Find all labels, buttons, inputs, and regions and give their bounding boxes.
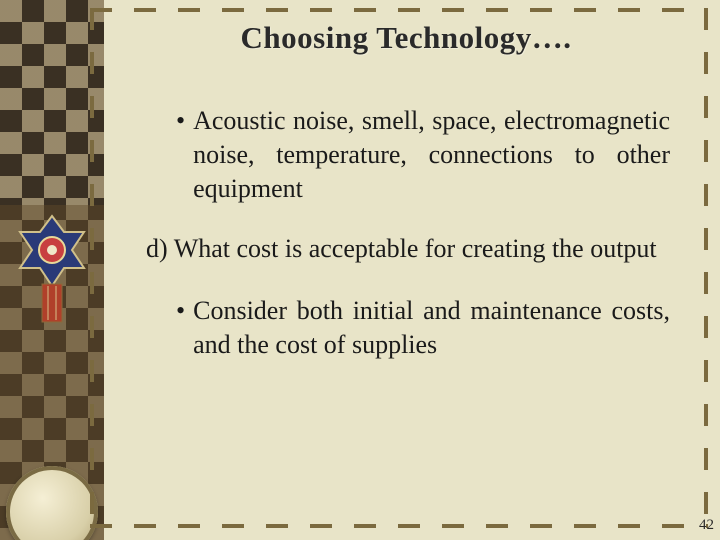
dash-border-left — [90, 8, 94, 528]
bullet-item-1: • Acoustic noise, smell, space, electrom… — [176, 104, 670, 206]
slide: Choosing Technology…. • Acoustic noise, … — [0, 0, 720, 540]
slide-title: Choosing Technology…. — [132, 20, 680, 56]
slide-number: 42 — [699, 517, 714, 534]
bullet-text: Acoustic noise, smell, space, electromag… — [193, 104, 670, 206]
bullet-text: Consider both initial and maintenance co… — [193, 294, 670, 362]
medal-icon — [10, 210, 94, 330]
bullet-marker: • — [176, 294, 185, 362]
lettered-text: d) What cost is acceptable for creating … — [146, 232, 670, 266]
bullet-marker: • — [176, 104, 185, 206]
content-area: Choosing Technology…. • Acoustic noise, … — [104, 0, 720, 540]
lettered-item-d: d) What cost is acceptable for creating … — [146, 232, 670, 266]
decorative-sidebar — [0, 0, 104, 540]
bullet-item-2: • Consider both initial and maintenance … — [176, 294, 670, 362]
